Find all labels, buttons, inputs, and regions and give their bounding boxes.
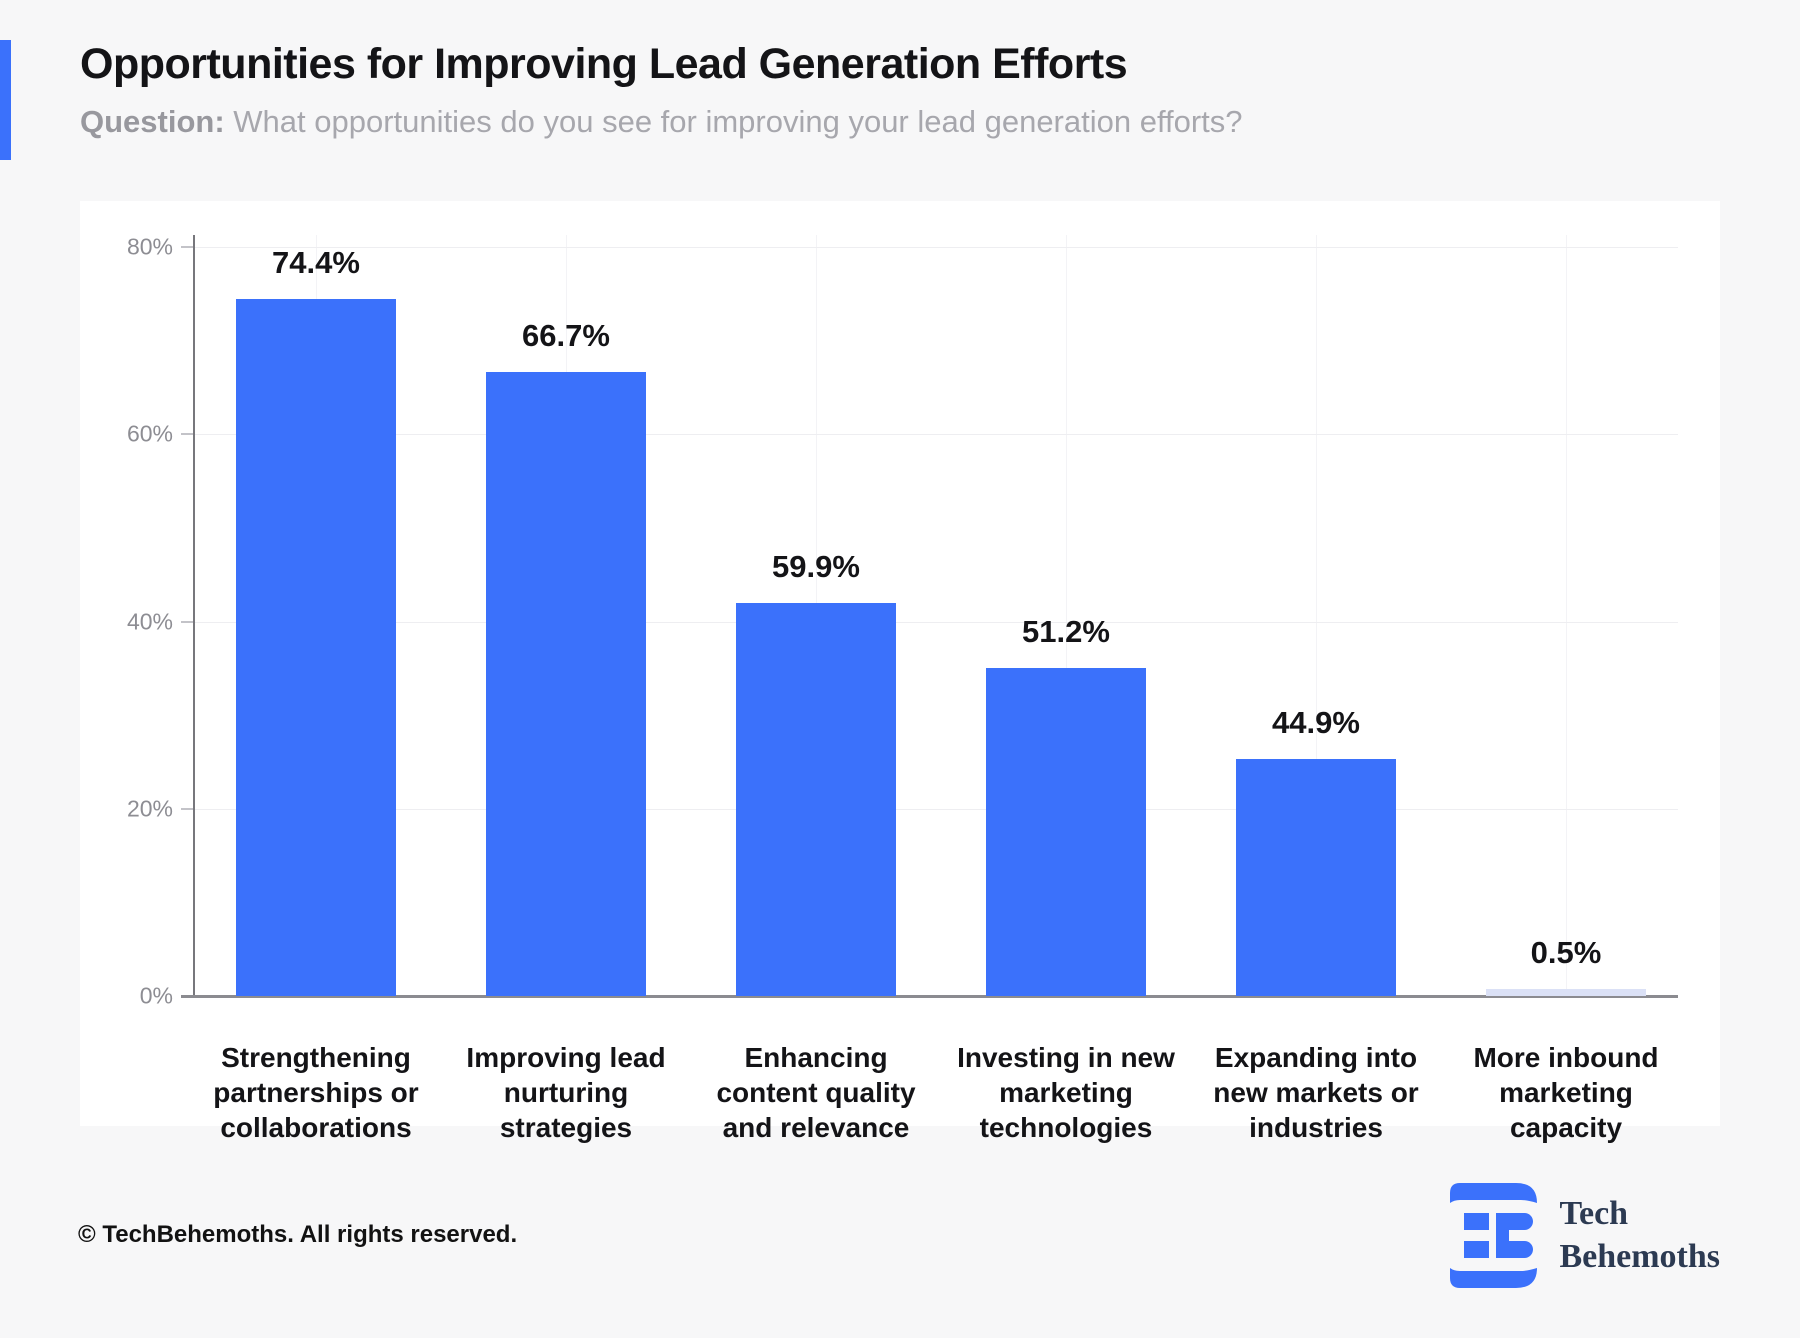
y-tick-label: 80%: [126, 233, 173, 260]
y-tick: [181, 620, 193, 623]
page-title: Opportunities for Improving Lead Generat…: [80, 40, 1128, 88]
x-gridline: [1566, 235, 1567, 996]
bar-value-label: 0.5%: [1530, 935, 1602, 971]
y-gridline: [193, 247, 1678, 248]
y-gridline: [193, 621, 1678, 623]
category-label: More inbound marketing capacity: [1473, 1042, 1659, 1143]
techbehemoths-logo-mark: [1450, 1182, 1538, 1288]
bar-value-label: 44.9%: [1272, 705, 1360, 741]
category-label: Expanding into new markets or industries: [1213, 1042, 1419, 1143]
y-tick: [181, 807, 193, 810]
y-tick: [181, 246, 193, 248]
logo-text-line2: Behemoths: [1559, 1238, 1720, 1275]
bar: [986, 668, 1146, 996]
category-label: Investing in new marketing technologies: [957, 1042, 1175, 1143]
category-label: Enhancing content quality and relevance: [716, 1042, 916, 1143]
x-axis-baseline: [181, 995, 1678, 998]
title-accent-bar: [0, 40, 11, 160]
chart-panel: 80% 60% 40% 20% 0% 74.4% Strengthening partner…: [80, 201, 1720, 1143]
category-label: Strengthening partnerships or collaborat…: [213, 1042, 419, 1143]
y-axis-line: [193, 235, 195, 996]
bar-value-label: 59.9%: [772, 548, 860, 584]
bar-value-label: 66.7%: [522, 317, 610, 353]
footer: © TechBehemoths. All rights reserved. Te…: [78, 1180, 1720, 1290]
bar-value-label: 51.2%: [1022, 614, 1110, 650]
techbehemoths-logo: Tech Behemoths: [1444, 1182, 1720, 1288]
bar: [486, 371, 646, 996]
bar-chart: 80% 60% 40% 20% 0% 74.4% Strengthening partner…: [80, 201, 1720, 1143]
logo-text-line1: Tech: [1559, 1195, 1629, 1232]
page-subtitle: Question: What opportunities do you see …: [80, 103, 1720, 140]
bar: [1236, 759, 1396, 996]
bar: [736, 602, 896, 996]
bar: [1486, 989, 1646, 996]
header: Opportunities for Improving Lead Generat…: [80, 40, 1720, 141]
bar-value-label: 74.4%: [272, 245, 360, 281]
x-gridline: [1316, 235, 1317, 996]
y-tick-label: 60%: [126, 420, 173, 447]
y-gridline: [193, 808, 1678, 810]
y-gridline: [193, 434, 1678, 436]
y-tick-label: 0%: [139, 982, 173, 1009]
techbehemoths-logo-text: Tech Behemoths: [1559, 1192, 1720, 1278]
y-tick-label: 40%: [126, 608, 173, 634]
category-label: Improving lead nurturing strategies: [466, 1042, 666, 1143]
subtitle-text: What opportunities do you see for improv…: [233, 104, 1243, 140]
y-tick: [181, 433, 193, 436]
subtitle-label: Question:: [80, 104, 225, 140]
x-gridline: [1066, 235, 1067, 996]
bar: [236, 299, 396, 996]
y-tick-label: 20%: [126, 795, 173, 822]
copyright-text: © TechBehemoths. All rights reserved.: [78, 1221, 518, 1248]
